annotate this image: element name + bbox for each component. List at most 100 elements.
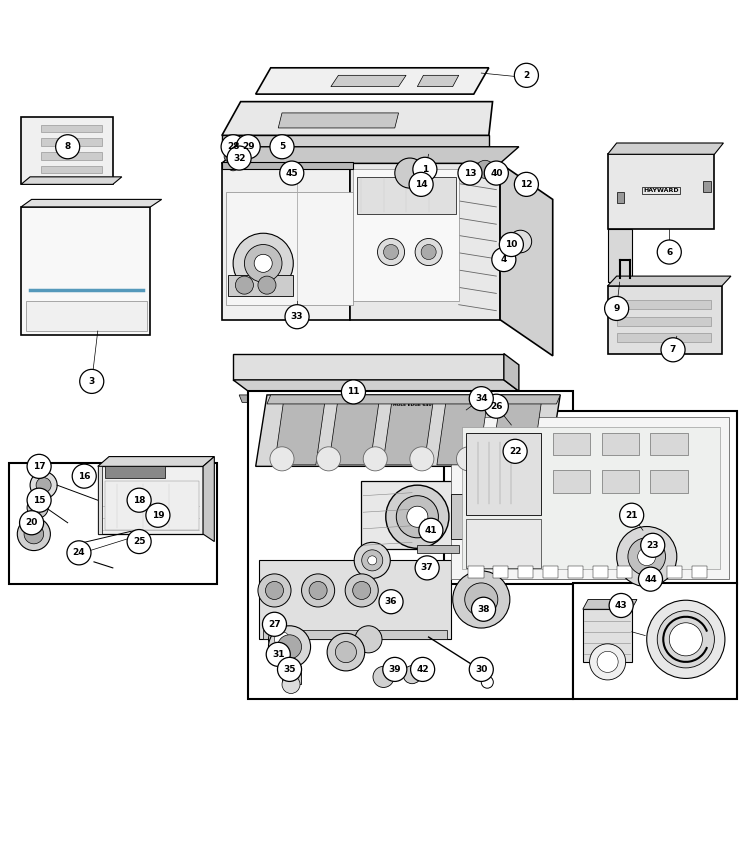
Circle shape — [590, 643, 626, 680]
Polygon shape — [21, 207, 150, 335]
Polygon shape — [98, 467, 203, 534]
Circle shape — [609, 593, 633, 617]
Polygon shape — [282, 666, 301, 684]
Polygon shape — [401, 395, 419, 402]
Polygon shape — [21, 116, 113, 184]
Circle shape — [80, 370, 104, 394]
Circle shape — [456, 447, 481, 471]
Circle shape — [146, 503, 170, 527]
Text: 38: 38 — [478, 604, 490, 614]
Polygon shape — [233, 354, 504, 380]
Circle shape — [514, 63, 538, 88]
Polygon shape — [203, 456, 214, 541]
Circle shape — [266, 643, 290, 666]
Circle shape — [56, 135, 80, 159]
Polygon shape — [383, 396, 434, 465]
Text: 33: 33 — [291, 312, 303, 321]
Text: 27: 27 — [268, 620, 280, 629]
Polygon shape — [650, 470, 688, 493]
Polygon shape — [466, 519, 541, 568]
Circle shape — [657, 240, 681, 264]
Polygon shape — [274, 396, 326, 465]
Circle shape — [353, 581, 371, 599]
Circle shape — [641, 533, 665, 558]
Circle shape — [127, 488, 151, 513]
Text: 7: 7 — [670, 345, 676, 354]
Polygon shape — [278, 113, 399, 128]
Circle shape — [317, 447, 341, 471]
Circle shape — [355, 626, 382, 653]
Circle shape — [27, 455, 51, 479]
Polygon shape — [222, 135, 489, 150]
Polygon shape — [357, 177, 456, 214]
Circle shape — [335, 642, 356, 663]
Polygon shape — [222, 163, 350, 320]
Circle shape — [514, 173, 538, 196]
Text: 26: 26 — [490, 402, 502, 411]
Text: 25: 25 — [133, 537, 145, 546]
Circle shape — [503, 439, 527, 463]
Text: 6: 6 — [666, 247, 672, 257]
Text: 39: 39 — [389, 665, 401, 674]
Circle shape — [24, 524, 44, 544]
Text: 31: 31 — [272, 650, 284, 659]
Polygon shape — [602, 470, 639, 493]
Polygon shape — [259, 560, 451, 639]
Text: 17: 17 — [33, 462, 45, 471]
Circle shape — [233, 233, 293, 293]
Circle shape — [403, 666, 421, 683]
Circle shape — [236, 135, 260, 159]
Polygon shape — [353, 169, 459, 301]
Circle shape — [373, 666, 394, 688]
Polygon shape — [350, 163, 500, 320]
Circle shape — [262, 612, 287, 637]
Text: 14: 14 — [415, 180, 427, 189]
Circle shape — [484, 394, 508, 418]
Polygon shape — [553, 433, 590, 455]
Circle shape — [620, 503, 644, 527]
Text: 18: 18 — [133, 496, 145, 505]
Text: 40: 40 — [490, 168, 502, 178]
Text: 11: 11 — [347, 388, 359, 396]
Circle shape — [499, 233, 523, 257]
Circle shape — [258, 574, 291, 607]
Text: 3: 3 — [89, 377, 95, 386]
Circle shape — [458, 161, 482, 185]
Polygon shape — [105, 467, 165, 478]
Circle shape — [244, 245, 282, 282]
Text: 28: 28 — [227, 142, 239, 151]
Circle shape — [669, 623, 702, 656]
Polygon shape — [451, 417, 729, 579]
Circle shape — [27, 497, 48, 518]
Polygon shape — [117, 504, 150, 519]
Polygon shape — [608, 143, 723, 155]
Polygon shape — [500, 163, 553, 356]
Circle shape — [282, 676, 300, 694]
Text: 8: 8 — [65, 142, 71, 151]
Text: 43: 43 — [615, 601, 627, 610]
Circle shape — [268, 626, 296, 653]
Circle shape — [421, 245, 436, 259]
Circle shape — [17, 518, 50, 551]
Bar — [248, 391, 573, 700]
Polygon shape — [222, 150, 493, 163]
Polygon shape — [21, 200, 162, 207]
Circle shape — [277, 657, 302, 682]
Circle shape — [605, 297, 629, 320]
Polygon shape — [314, 395, 332, 402]
Polygon shape — [468, 566, 484, 578]
Text: 19: 19 — [152, 511, 164, 519]
Text: 1: 1 — [422, 165, 428, 173]
Text: 42: 42 — [417, 665, 429, 674]
Polygon shape — [518, 566, 533, 578]
Polygon shape — [331, 76, 406, 87]
Circle shape — [469, 657, 493, 682]
Bar — [9, 462, 217, 585]
Circle shape — [384, 245, 399, 259]
Polygon shape — [256, 395, 560, 467]
Circle shape — [509, 230, 532, 252]
Circle shape — [228, 161, 238, 171]
Circle shape — [254, 254, 272, 272]
Circle shape — [419, 518, 443, 542]
Text: 34: 34 — [475, 394, 487, 403]
